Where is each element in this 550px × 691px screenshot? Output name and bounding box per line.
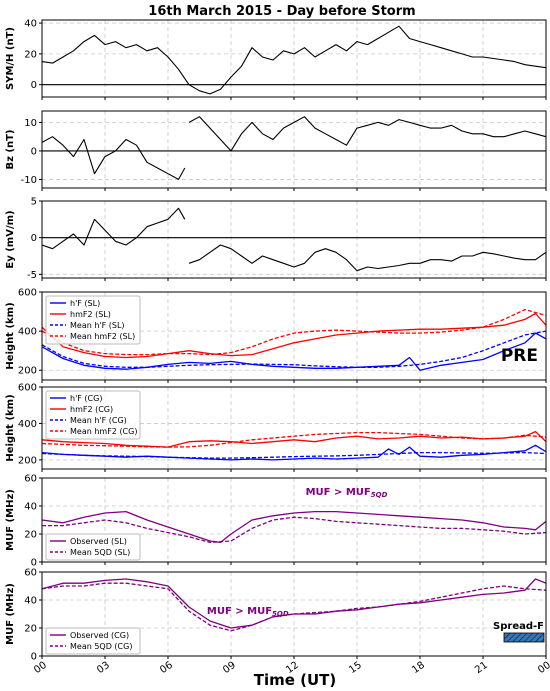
legend: Observed (SL) Mean 5QD (SL) bbox=[45, 533, 141, 561]
y-tick-label: 0 bbox=[31, 146, 37, 157]
y-tick-label: 0 bbox=[31, 558, 37, 569]
x-tick-label: 09 bbox=[221, 660, 238, 676]
legend: h'F (CG) hmF2 (CG) Mean h'F (CG) Mean hmF2 … bbox=[45, 390, 141, 440]
legend-box bbox=[45, 295, 141, 345]
legend-label: h'F (SL) bbox=[70, 299, 100, 308]
pre-annotation: PRE bbox=[501, 346, 538, 366]
series-line-4 bbox=[42, 431, 546, 448]
chart-title: 16th March 2015 - Day before Storm bbox=[148, 4, 415, 19]
muf-annotation: MUF > MUF5QD bbox=[207, 606, 289, 618]
x-axis-label: Time (UT) bbox=[254, 671, 337, 689]
series-line-1 bbox=[42, 207, 186, 250]
y-tick-label: 10 bbox=[24, 118, 37, 129]
series-line-3 bbox=[42, 451, 546, 459]
panel-7: 0 20 40 60 MUF (MHz) Observed (CG) Mean 5QD (C… bbox=[5, 568, 547, 663]
y-axis-label: Bz (nT) bbox=[5, 129, 16, 169]
y-tick-label: 20 bbox=[24, 49, 37, 60]
y-axis-label: MUF (MHz) bbox=[5, 583, 16, 645]
y-axis-label: Height (km) bbox=[5, 394, 16, 461]
y-tick-label: 0 bbox=[31, 233, 37, 244]
x-tick-label: 18 bbox=[410, 660, 427, 676]
legend: Observed (CG) Mean 5QD (CG) bbox=[45, 627, 141, 655]
legend-label: Mean h'F (CG) bbox=[70, 416, 127, 425]
legend-label: Mean h'F (SL) bbox=[70, 321, 125, 330]
legend-label: Mean 5QD (CG) bbox=[70, 642, 132, 651]
legend-box bbox=[45, 533, 141, 561]
legend-label: Observed (CG) bbox=[70, 631, 129, 640]
y-tick-label: 600 bbox=[18, 288, 37, 299]
y-tick-label: -5 bbox=[27, 270, 37, 281]
y-axis-label: MUF (MHz) bbox=[5, 489, 16, 551]
series-line-1 bbox=[42, 578, 546, 629]
x-tick-label: 21 bbox=[473, 660, 490, 676]
series-line-4 bbox=[42, 308, 546, 356]
legend-label: hmF2 (CG) bbox=[70, 405, 113, 414]
y-tick-label: 40 bbox=[24, 19, 37, 30]
spread-f-label: Spread-F bbox=[493, 621, 544, 632]
y-tick-label: 20 bbox=[24, 530, 37, 541]
spread-f-bar bbox=[503, 632, 545, 643]
y-tick-label: 20 bbox=[24, 624, 37, 635]
muf-annotation: MUF > MUF5QD bbox=[306, 487, 388, 499]
y-tick-label: 60 bbox=[24, 474, 37, 485]
panel-1: 0 20 40 SYM/H (nT) bbox=[5, 19, 547, 100]
legend-label: Observed (SL) bbox=[70, 537, 127, 546]
y-tick-label: 40 bbox=[24, 596, 37, 607]
y-tick-label: 600 bbox=[18, 383, 37, 394]
legend-label: h'F (CG) bbox=[70, 394, 102, 403]
y-tick-label: 40 bbox=[24, 502, 37, 513]
y-tick-label: 400 bbox=[18, 419, 37, 430]
x-tick-label: 15 bbox=[347, 660, 364, 676]
x-tick-label: 00 bbox=[536, 660, 550, 676]
x-tick-label: 03 bbox=[95, 660, 112, 676]
series-line-1 bbox=[42, 444, 546, 461]
y-tick-label: 0 bbox=[31, 652, 37, 663]
y-tick-label: -10 bbox=[21, 175, 37, 186]
panel-3: -5 0 5 Ey (mV/m) bbox=[5, 197, 547, 281]
panel-6: 0 20 40 60 MUF (MHz) Observed (SL) Mean 5QD (S… bbox=[5, 474, 547, 569]
y-tick-label: 5 bbox=[31, 197, 37, 208]
y-axis-label: Ey (mV/m) bbox=[5, 210, 16, 268]
y-tick-label: 60 bbox=[24, 568, 37, 579]
y-axis-label: SYM/H (nT) bbox=[5, 27, 16, 90]
legend-label: Mean hmF2 (CG) bbox=[70, 427, 137, 436]
legend-box bbox=[45, 627, 141, 655]
series-line-2 bbox=[42, 582, 546, 632]
series-line-1 bbox=[42, 332, 546, 371]
legend-label: Mean hmF2 (SL) bbox=[70, 332, 135, 341]
series-line-2 bbox=[188, 116, 546, 152]
legend: h'F (SL) hmF2 (SL) Mean h'F (SL) Mean hmF2 … bbox=[45, 295, 141, 345]
x-tick-label: 06 bbox=[158, 660, 175, 676]
y-tick-label: 200 bbox=[18, 455, 37, 466]
series-line-2 bbox=[188, 244, 546, 272]
series-line-2 bbox=[42, 516, 546, 544]
panel-2: -10 0 10 Bz (nT) bbox=[5, 110, 547, 191]
series-line-1 bbox=[42, 510, 546, 544]
y-axis-label: Height (km) bbox=[5, 302, 16, 369]
legend-label: hmF2 (SL) bbox=[70, 310, 111, 319]
y-tick-label: 0 bbox=[31, 80, 37, 91]
series-line-1 bbox=[42, 136, 186, 180]
y-tick-label: 400 bbox=[18, 327, 37, 338]
legend-label: Mean 5QD (SL) bbox=[70, 548, 130, 557]
legend-box bbox=[45, 390, 141, 440]
y-tick-label: 200 bbox=[18, 366, 37, 377]
series-line-1 bbox=[42, 25, 546, 95]
